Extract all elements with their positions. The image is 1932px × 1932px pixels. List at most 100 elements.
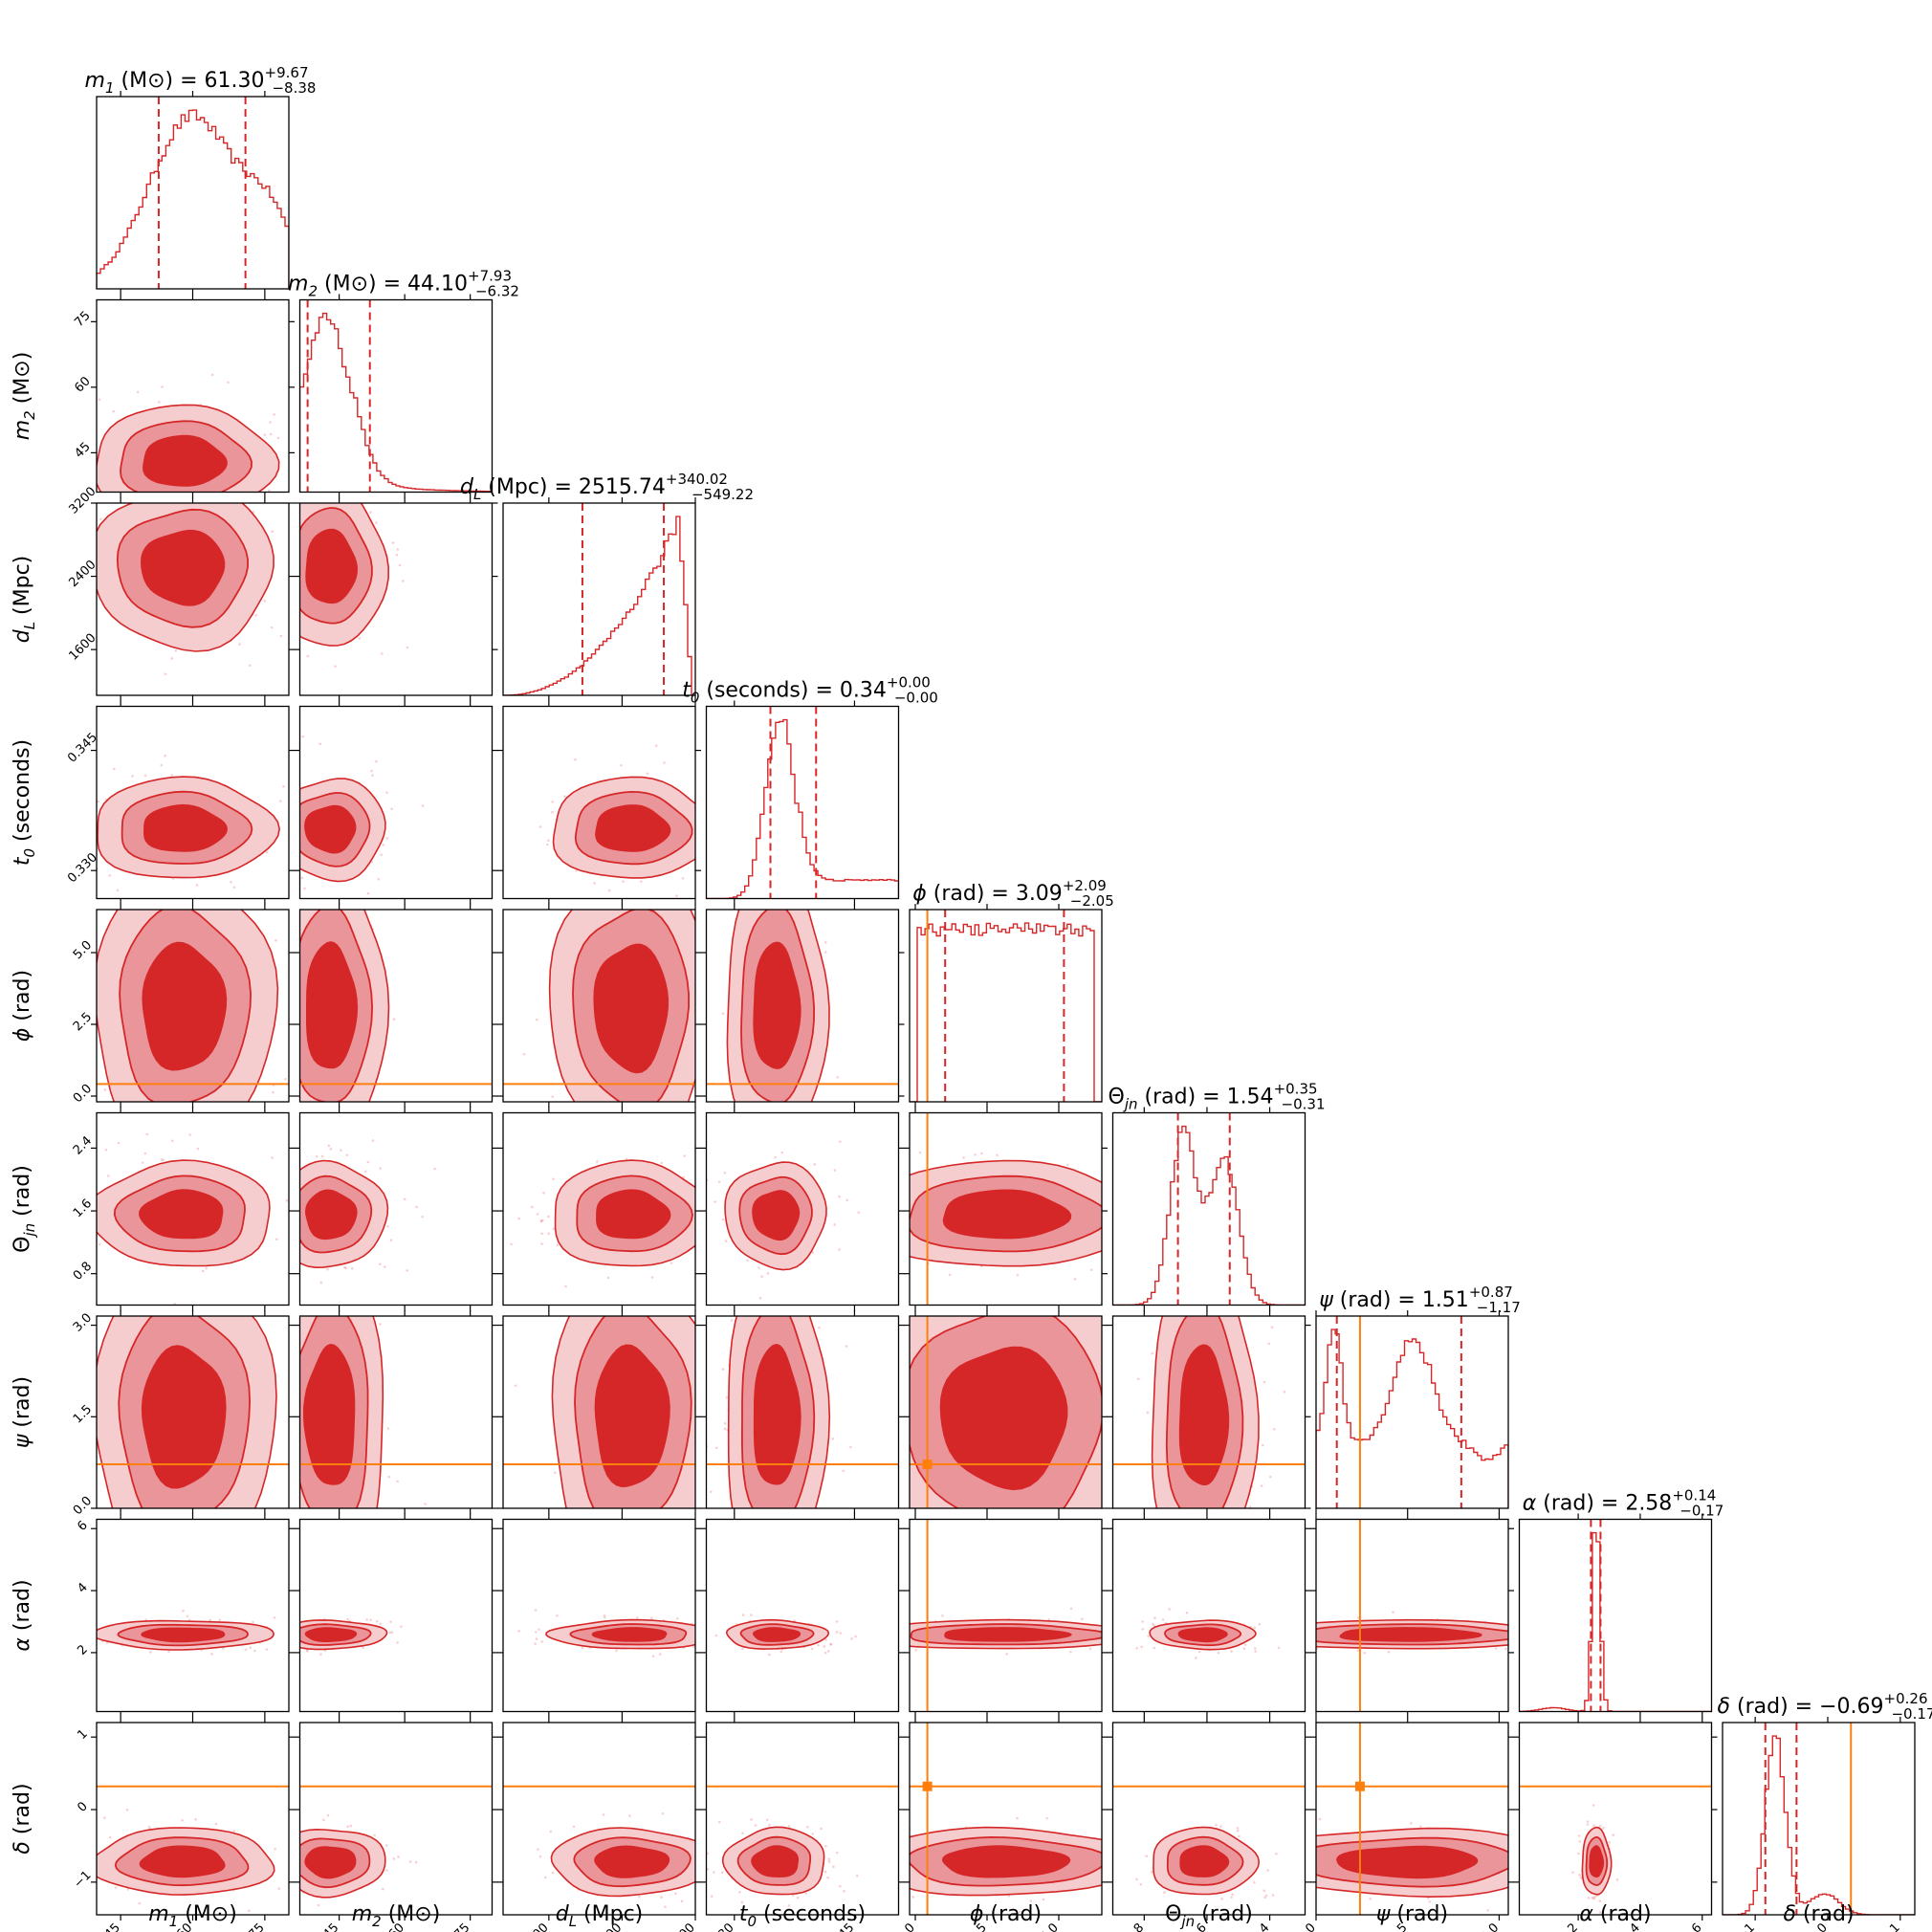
panel-frame	[298, 1518, 494, 1713]
contour-c3	[139, 1189, 224, 1240]
panel-frame	[705, 1315, 900, 1509]
panel-title-alpha: α (rad) = 2.58+0.14 −0.17	[1523, 1487, 1724, 1520]
panel-frame	[298, 502, 494, 696]
contour-panel-phi-delta: 0.0 2.5 5.0ϕ (rad)	[894, 1717, 1108, 1932]
contour-panel-m1-psi: 0.0 1.5 3.0 ψ (rad)	[11, 1310, 295, 1518]
panel-frame	[1518, 1518, 1713, 1713]
contour-c3	[939, 1346, 1068, 1491]
x-tick-label: 2.4	[1248, 1921, 1272, 1932]
panel-title-delta: δ (rad) = −0.69+0.26 −0.17	[1718, 1690, 1932, 1723]
y-axis-label-dL: dL (Mpc)	[11, 556, 38, 644]
y-tick-label: 1600	[67, 631, 99, 664]
y-tick-label: 1.5	[71, 1402, 95, 1426]
panel-title-psi: ψ (rad) = 1.51+0.87 −1.17	[1319, 1284, 1521, 1316]
contour-c3	[941, 1845, 1071, 1878]
y-tick-label: 0.0	[71, 1082, 95, 1106]
panel-title-m2: m2 (M⊙) = 44.10+7.93 −6.32	[288, 268, 519, 300]
y-tick-label: 60	[72, 374, 93, 395]
x-tick-label: −1	[1735, 1921, 1758, 1932]
contour-panel-psi-alpha	[1310, 1513, 1514, 1718]
x-axis-label-t0: t0 (seconds)	[739, 1902, 866, 1930]
x-tick-label: 1	[1887, 1921, 1902, 1932]
y-axis-label-delta: δ (rad)	[11, 1783, 34, 1854]
y-tick-label: 0.8	[71, 1260, 95, 1284]
panel-frame	[298, 1111, 494, 1306]
hist-panel-alpha: α (rad) = 2.58+0.14 −0.17	[1518, 1487, 1724, 1718]
y-tick-label: 2.4	[71, 1133, 95, 1157]
panel-title-t0: t0 (seconds) = 0.34+0.00 −0.00	[682, 674, 938, 707]
histogram-phi	[910, 922, 1102, 1102]
histogram-psi	[1316, 1328, 1508, 1508]
y-tick-label: 0.330	[65, 850, 100, 886]
panel-frame	[1111, 1111, 1306, 1306]
contour-c3	[142, 941, 228, 1071]
histogram-delta	[1723, 1735, 1915, 1915]
histogram-alpha	[1519, 1531, 1712, 1712]
contour-panel-m1-m2: 45 60 75 m2 (M⊙)	[11, 294, 295, 498]
contour-c3	[304, 804, 357, 854]
hist-panel-dL: dL (Mpc) = 2515.74+340.02 −549.22	[460, 471, 754, 701]
contour-c3	[304, 1846, 357, 1879]
y-tick-label: 1.6	[71, 1197, 95, 1220]
contour-panel-m2-phi	[294, 904, 498, 1108]
contour-panel-dL-theta	[497, 1107, 701, 1311]
y-tick-label: 2400	[67, 558, 99, 590]
x-axis-label-theta: Θjn (rad)	[1165, 1902, 1253, 1930]
contour-panel-m2-t0	[294, 700, 498, 905]
x-tick-label: 1.6	[1186, 1921, 1210, 1932]
hist-panel-t0: t0 (seconds) = 0.34+0.00 −0.00	[682, 674, 938, 905]
contour-c3	[143, 803, 229, 852]
panel-frame	[96, 1518, 290, 1713]
contour-panel-m2-psi	[294, 1310, 498, 1514]
truth-point	[922, 1460, 933, 1470]
y-axis-label-phi: ϕ (rad)	[11, 970, 34, 1042]
x-tick-label: 1600	[519, 1921, 552, 1932]
panel-frame	[502, 909, 696, 1103]
x-tick-label: 2.5	[966, 1921, 990, 1932]
contour-panel-dL-t0	[497, 700, 701, 905]
x-tick-label: 60	[386, 1921, 407, 1932]
x-tick-label: 0.8	[1123, 1921, 1147, 1932]
contour-panel-m2-dL	[294, 497, 498, 701]
panel-frame	[1315, 1722, 1509, 1916]
x-tick-label: 1.5	[1386, 1921, 1410, 1932]
panel-title-phi: ϕ (rad) = 3.09+2.09 −2.05	[912, 877, 1114, 910]
panel-frame	[502, 502, 696, 696]
contour-panel-m1-delta: 45 60 75 m1 (M⊙) −1 0 1 δ (rad)	[11, 1717, 295, 1932]
x-tick-label: 45	[102, 1921, 123, 1932]
y-tick-label: 6	[75, 1519, 90, 1534]
contour-c3	[753, 1343, 801, 1485]
contour-c3	[944, 1627, 1073, 1642]
contour-panel-theta-alpha	[1107, 1513, 1311, 1718]
x-tick-label: 3.0	[1478, 1921, 1502, 1932]
hist-panel-theta: Θjn (rad) = 1.54+0.35 −0.31	[1108, 1081, 1326, 1311]
panel-frame	[705, 705, 900, 900]
panel-frame	[1111, 1722, 1306, 1916]
y-axis-label-theta: Θjn (rad)	[11, 1165, 38, 1253]
y-axis-label-t0: t0 (seconds)	[11, 739, 38, 866]
y-tick-label: 2.5	[71, 1010, 95, 1034]
panel-frame	[705, 1722, 900, 1916]
contour-panel-t0-psi	[700, 1310, 905, 1514]
panel-frame	[502, 1111, 696, 1306]
contour-panel-t0-alpha	[700, 1513, 905, 1718]
contour-panel-dL-psi	[497, 1310, 701, 1514]
panel-frame	[1315, 1315, 1509, 1509]
panel-frame	[909, 1722, 1103, 1916]
panel-frame	[909, 909, 1103, 1103]
contour-c3	[306, 941, 359, 1069]
y-tick-label: 4	[75, 1580, 90, 1595]
y-tick-label: 1	[75, 1726, 90, 1742]
histogram-t0	[706, 718, 899, 899]
contour-c3	[752, 1190, 801, 1241]
contour-panel-dL-alpha	[497, 1513, 701, 1718]
contour-panel-m2-theta	[294, 1107, 498, 1311]
panel-frame	[1518, 1722, 1713, 1916]
x-tick-label: 0.0	[894, 1921, 918, 1932]
y-axis-label-m2: m2 (M⊙)	[11, 352, 38, 441]
panel-frame	[1722, 1722, 1916, 1916]
contour-panel-dL-delta: 1600 2400 3200 dL (Mpc)	[497, 1717, 701, 1932]
panel-frame	[909, 1518, 1103, 1713]
contour-panel-m1-theta: 0.8 1.6 2.4 Θjn (rad)	[11, 1107, 295, 1311]
contour-c3	[302, 1343, 356, 1485]
